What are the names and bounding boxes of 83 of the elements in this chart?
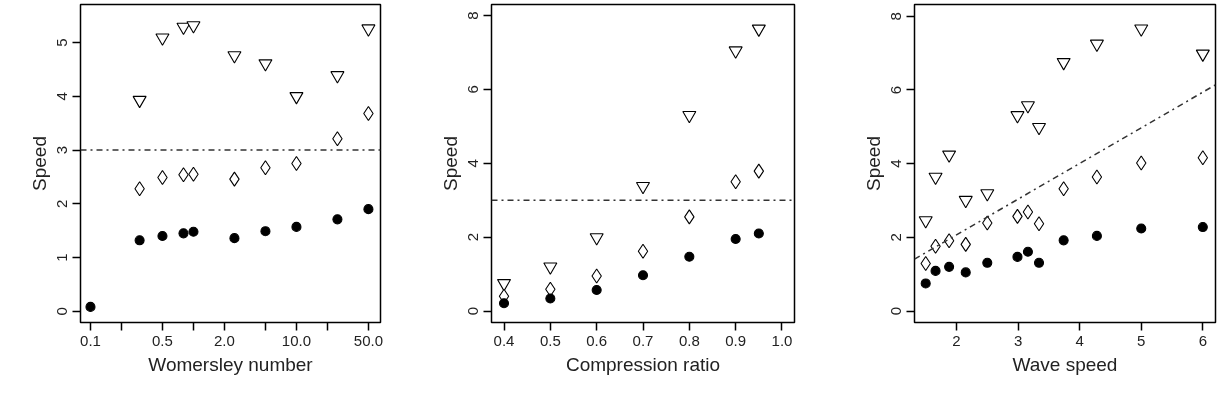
y-tick-label: 8 <box>887 12 905 21</box>
x-tick-label: 0.7 <box>632 331 654 349</box>
x-tick-label: 0.4 <box>493 331 515 349</box>
point <box>1197 222 1208 233</box>
point <box>942 150 957 163</box>
x-tick-label: 0.1 <box>80 331 101 349</box>
point <box>751 24 766 37</box>
point <box>980 189 995 202</box>
point <box>930 265 941 276</box>
x-tick-label: 0.5 <box>152 331 173 349</box>
x-axis-title: Compression ratio <box>565 353 721 375</box>
point <box>1033 257 1045 268</box>
y-tick-label: 0 <box>53 307 71 316</box>
point <box>591 284 602 296</box>
y-tick-label: 2 <box>464 233 482 242</box>
y-tick-label: 3 <box>53 145 71 155</box>
x-tick-label: 2.0 <box>214 331 235 349</box>
y-tick-label: 8 <box>464 11 482 20</box>
x-tick-label: 0.9 <box>725 331 747 349</box>
y-tick-label: 4 <box>464 159 482 168</box>
point <box>1012 251 1023 262</box>
y-tick-label: 4 <box>887 159 905 168</box>
point <box>730 233 741 245</box>
x-tick-label: 0.8 <box>678 331 700 349</box>
y-tick-label: 1 <box>53 253 71 262</box>
x-tick-label: 1.0 <box>771 331 793 349</box>
point <box>543 262 558 275</box>
x-tick-label: 5 <box>1137 331 1146 349</box>
y-tick-label: 6 <box>887 85 905 95</box>
point <box>1010 111 1025 124</box>
x-tick-label: 2 <box>952 331 961 349</box>
y-axis-title: Speed <box>28 136 50 191</box>
y-tick-label: 5 <box>53 38 71 47</box>
point <box>920 278 931 289</box>
point <box>684 251 695 262</box>
point <box>928 172 943 186</box>
point <box>1022 204 1034 220</box>
point <box>637 243 649 259</box>
x-tick-label: 50.0 <box>353 331 384 349</box>
y-tick-label: 6 <box>464 85 482 94</box>
y-tick-label: 0 <box>887 306 905 316</box>
point <box>545 293 556 304</box>
point <box>958 195 973 209</box>
x-axis-title: Womersley number <box>148 353 314 375</box>
x-tick-label: 4 <box>1075 331 1084 349</box>
point <box>1136 223 1147 234</box>
point <box>1033 216 1045 232</box>
point <box>918 216 933 229</box>
x-axis-title: Wave speed <box>1012 353 1118 375</box>
point <box>1020 101 1035 114</box>
point <box>753 228 764 239</box>
point <box>960 267 971 278</box>
x-tick-label: 3 <box>1013 331 1023 349</box>
y-tick-label: 2 <box>887 233 905 242</box>
point <box>1197 150 1209 166</box>
y-tick-label: 4 <box>53 92 71 101</box>
y-axis-title: Speed <box>862 136 884 191</box>
point <box>498 298 510 309</box>
point <box>682 111 697 124</box>
point <box>1022 246 1033 257</box>
y-axis-title: Speed <box>439 136 461 191</box>
point <box>1134 24 1149 37</box>
y-tick-label: 0 <box>464 306 482 316</box>
point <box>1031 122 1047 136</box>
point <box>635 181 651 195</box>
point <box>1058 235 1069 246</box>
point <box>589 233 604 246</box>
point <box>944 261 955 272</box>
point <box>1091 169 1103 185</box>
point <box>753 163 765 179</box>
point <box>982 257 993 268</box>
x-tick-label: 10.0 <box>281 331 312 349</box>
x-tick-label: 6 <box>1198 331 1207 349</box>
x-tick-label: 0.6 <box>586 331 608 349</box>
point <box>1195 49 1210 62</box>
x-tick-label: 0.5 <box>539 331 561 349</box>
point <box>1089 39 1104 52</box>
point <box>943 233 955 249</box>
point <box>1056 58 1071 71</box>
point <box>637 270 649 281</box>
y-tick-label: 2 <box>53 199 71 208</box>
point <box>728 46 743 59</box>
point <box>1091 230 1102 241</box>
